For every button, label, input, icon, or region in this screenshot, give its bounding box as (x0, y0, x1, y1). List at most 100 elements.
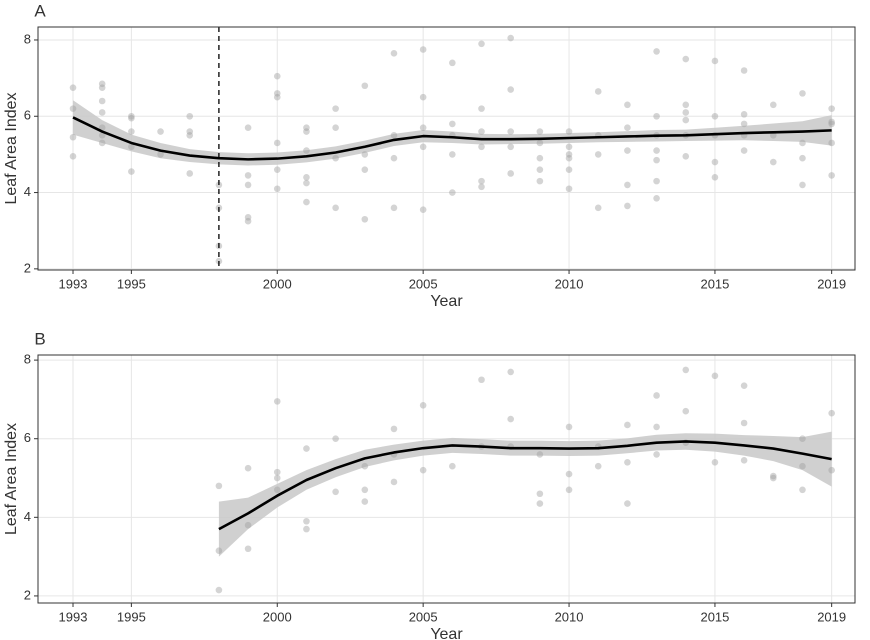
data-point (419, 143, 427, 151)
data-point (98, 132, 106, 139)
data-point (711, 174, 719, 181)
data-point (273, 468, 281, 476)
data-point (478, 376, 485, 384)
data-point (273, 398, 281, 405)
data-point (594, 204, 602, 212)
data-point (828, 105, 835, 112)
data-point (653, 451, 660, 458)
data-point (828, 139, 835, 147)
data-point (682, 101, 690, 109)
data-point (215, 586, 223, 594)
data-point (303, 124, 310, 132)
data-point (244, 181, 252, 189)
data-point (770, 158, 777, 166)
data-point (273, 185, 281, 193)
x-tick-label: 2015 (700, 609, 729, 624)
x-tick-label: 2019 (817, 276, 846, 291)
data-point (244, 124, 252, 132)
data-point (682, 407, 690, 415)
data-point (215, 547, 223, 555)
plot-background (38, 355, 855, 603)
data-point (186, 132, 194, 139)
confidence-band (73, 100, 832, 166)
data-point (128, 168, 135, 175)
data-point (273, 93, 281, 101)
data-point (653, 392, 660, 399)
data-point (449, 151, 456, 158)
data-point (332, 105, 339, 112)
data-point (799, 462, 806, 470)
data-point (770, 101, 777, 109)
data-point (624, 147, 631, 154)
data-point (303, 147, 310, 154)
data-point (273, 474, 281, 482)
data-point (478, 105, 485, 112)
data-point (332, 488, 339, 496)
data-point (303, 174, 310, 181)
data-point (740, 419, 748, 427)
data-point (478, 143, 485, 151)
y-tick-label: 2 (24, 587, 31, 602)
data-point (594, 462, 602, 470)
x-axis-title: Year (430, 293, 463, 310)
data-point (157, 151, 164, 158)
data-point (624, 500, 631, 507)
data-point (273, 90, 281, 97)
data-point (390, 154, 398, 162)
data-point (711, 372, 719, 380)
y-tick-label: 2 (24, 260, 31, 275)
data-point (98, 109, 106, 116)
data-point (828, 409, 835, 417)
data-point (507, 86, 514, 93)
y-tick-label: 6 (24, 430, 31, 445)
data-point (244, 214, 252, 221)
data-point (711, 112, 719, 120)
data-point (303, 517, 310, 525)
data-point (536, 166, 544, 173)
data-point (449, 189, 456, 196)
data-point (273, 139, 281, 147)
data-point (419, 46, 427, 53)
data-point (390, 425, 398, 433)
x-tick-label: 2019 (817, 609, 846, 624)
data-point (449, 462, 456, 470)
data-point (390, 478, 398, 486)
data-point (303, 128, 310, 135)
smooth-line (72, 116, 832, 161)
x-tick-label: 2005 (409, 609, 438, 624)
data-point (624, 181, 631, 189)
data-point (828, 172, 835, 179)
data-point (361, 462, 369, 470)
data-point (478, 128, 485, 135)
data-point (244, 172, 252, 179)
data-point (361, 166, 369, 173)
x-tick-label: 2010 (555, 609, 584, 624)
x-tick-label: 1995 (117, 609, 146, 624)
data-point (128, 112, 135, 120)
data-point (653, 177, 660, 185)
data-point (98, 80, 106, 88)
data-point (303, 179, 310, 187)
data-point (624, 101, 631, 109)
data-point (536, 451, 544, 458)
data-point (828, 466, 835, 474)
y-tick-label: 4 (24, 184, 31, 199)
data-point (303, 198, 310, 206)
data-point (69, 84, 77, 91)
data-point (624, 202, 631, 210)
x-tick-label: 2010 (555, 276, 584, 291)
x-tick-label: 1995 (117, 276, 146, 291)
data-point (624, 124, 631, 132)
data-point (507, 170, 514, 177)
data-point (449, 120, 456, 128)
data-point (653, 194, 660, 202)
data-point (565, 166, 573, 173)
data-point (98, 84, 106, 91)
data-point (361, 82, 369, 90)
data-point (594, 88, 602, 95)
data-point (361, 151, 369, 158)
data-point (799, 139, 806, 147)
data-point (449, 59, 456, 67)
data-point (536, 500, 544, 507)
